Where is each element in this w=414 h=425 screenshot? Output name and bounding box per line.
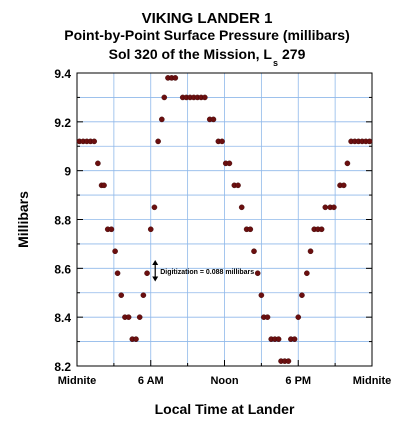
annotation-arrowhead-down bbox=[152, 276, 159, 282]
chart-title-line3-main: Sol 320 of the Mission, L bbox=[108, 46, 272, 62]
annotation-text: Digitization = 0.088 millibars bbox=[160, 269, 254, 276]
data-point bbox=[304, 270, 310, 277]
data-point bbox=[226, 160, 233, 167]
chart-title-line3: Sol 320 of the Mission, Ls 279 bbox=[0, 46, 414, 68]
data-point bbox=[140, 292, 147, 298]
data-point bbox=[144, 270, 150, 277]
data-point bbox=[125, 314, 132, 320]
data-point bbox=[136, 314, 143, 320]
data-point bbox=[344, 160, 351, 167]
data-point bbox=[291, 336, 298, 342]
chart-title-line3-subscript: s bbox=[272, 58, 278, 68]
data-point bbox=[101, 182, 107, 189]
data-point bbox=[147, 226, 154, 233]
data-point bbox=[151, 204, 158, 211]
chart-title-line3-end: 279 bbox=[282, 46, 306, 62]
data-point bbox=[219, 138, 225, 145]
data-point bbox=[172, 75, 179, 81]
data-point bbox=[95, 160, 101, 167]
data-point bbox=[264, 314, 271, 320]
data-point bbox=[210, 116, 217, 123]
annotation-arrowhead-up bbox=[152, 260, 159, 266]
y-axis-ticks: 8.2 8.4 8.6 8.8 9 9.2 9.4 bbox=[54, 67, 372, 374]
data-point bbox=[322, 204, 329, 211]
data-point bbox=[202, 94, 208, 101]
data-point bbox=[155, 138, 161, 145]
annotation: Digitization = 0.088 millibars bbox=[152, 260, 254, 282]
grid-lines bbox=[76, 72, 373, 367]
data-point bbox=[285, 358, 292, 364]
data-point bbox=[331, 204, 337, 211]
data-point bbox=[275, 336, 282, 342]
y-tick-label: 9.2 bbox=[54, 116, 71, 130]
y-tick-label: 8.8 bbox=[54, 214, 71, 228]
y-tick-label: 9 bbox=[64, 165, 71, 179]
data-point bbox=[108, 226, 115, 233]
data-point bbox=[112, 248, 118, 255]
chart-title-line1: VIKING LANDER 1 bbox=[141, 10, 273, 27]
data-point bbox=[251, 248, 257, 255]
chart-title-line2: Point-by-Point Surface Pressure (milliba… bbox=[64, 27, 350, 43]
data-point bbox=[307, 248, 314, 255]
data-point bbox=[247, 226, 254, 233]
data-point bbox=[318, 226, 325, 233]
data-point bbox=[118, 292, 125, 298]
data-point bbox=[235, 182, 241, 189]
y-tick-label: 8.2 bbox=[54, 360, 71, 374]
data-point bbox=[133, 336, 139, 342]
data-point bbox=[159, 116, 165, 123]
x-tick-label: Midnite bbox=[353, 375, 392, 387]
data-points bbox=[76, 75, 373, 364]
y-tick-label: 8.6 bbox=[54, 262, 71, 276]
data-point bbox=[161, 94, 168, 101]
y-axis-label: Millibars bbox=[15, 191, 31, 248]
data-point bbox=[258, 292, 265, 298]
y-tick-label: 8.4 bbox=[54, 311, 71, 325]
x-tick-label: 6 PM bbox=[285, 375, 311, 387]
data-point bbox=[366, 138, 373, 145]
data-point bbox=[91, 138, 98, 145]
x-tick-label: Midnite bbox=[58, 375, 97, 387]
data-point bbox=[299, 292, 305, 298]
x-axis-label: Local Time at Lander bbox=[155, 401, 295, 417]
data-point bbox=[114, 270, 121, 277]
x-tick-label: Noon bbox=[210, 375, 238, 387]
data-point bbox=[295, 314, 302, 320]
data-point bbox=[254, 270, 261, 277]
y-tick-label: 9.4 bbox=[54, 67, 71, 81]
x-tick-label: 6 AM bbox=[138, 375, 164, 387]
data-point bbox=[238, 204, 245, 211]
data-point bbox=[340, 182, 347, 189]
x-axis-ticks: Midnite 6 AM Noon 6 PM Midnite bbox=[58, 360, 392, 387]
